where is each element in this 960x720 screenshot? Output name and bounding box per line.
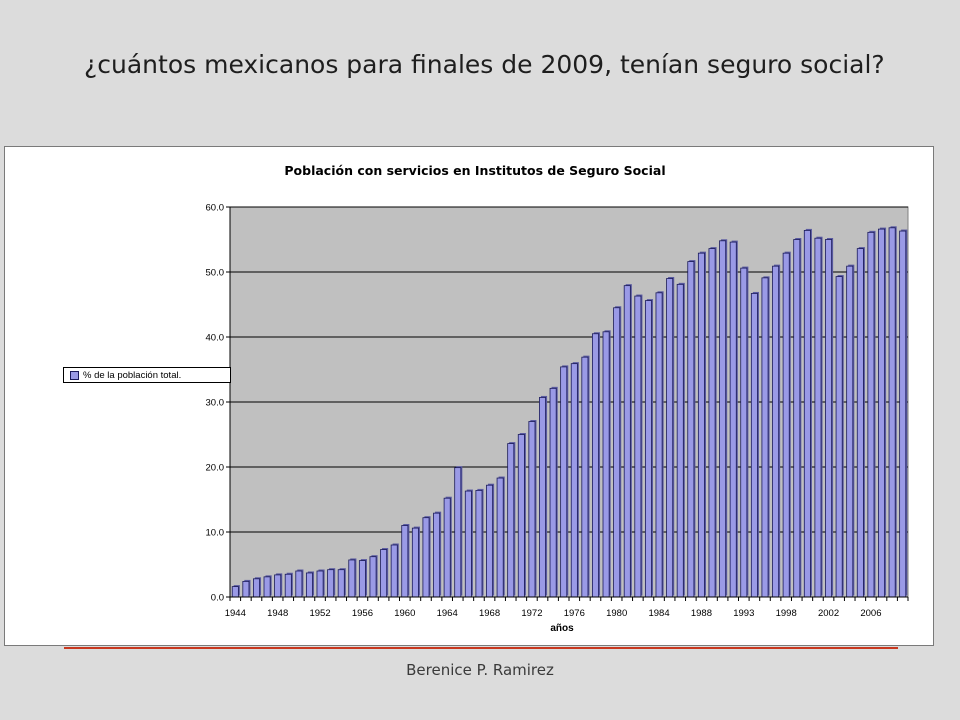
x-tick-label: 1993: [733, 608, 754, 619]
bar: [401, 525, 409, 598]
bar: [719, 240, 727, 598]
bar: [708, 248, 716, 598]
bar: [517, 434, 525, 598]
bar: [295, 570, 303, 598]
bar: [231, 586, 239, 598]
bar: [253, 578, 260, 598]
bar: [729, 241, 737, 598]
bar: [697, 252, 705, 598]
bar: [825, 239, 833, 598]
bar: [772, 265, 780, 598]
bar: [316, 570, 324, 598]
x-tick-label: 1980: [606, 608, 627, 619]
bar: [560, 366, 568, 598]
x-tick-label: 1956: [352, 608, 373, 619]
x-tick-label: 1944: [225, 608, 246, 619]
bar: [899, 230, 907, 598]
bar: [454, 467, 462, 598]
bar: [634, 295, 642, 598]
bar: [348, 559, 356, 598]
bar: [750, 293, 758, 598]
bar: [411, 527, 419, 598]
slide-title: ¿cuántos mexicanos para finales de 2009,…: [84, 50, 885, 79]
bar: [528, 421, 536, 598]
bar: [274, 574, 282, 598]
x-tick-label: 2002: [818, 608, 839, 619]
bar: [623, 285, 631, 598]
y-tick-label: 20.0: [206, 463, 225, 474]
bar: [856, 248, 864, 598]
bar: [337, 569, 345, 598]
bar: [644, 300, 652, 598]
bar: [761, 277, 769, 598]
bar: [592, 333, 599, 598]
bar: [443, 497, 451, 598]
bar: [242, 580, 250, 598]
bar: [878, 228, 885, 598]
legend-swatch: [70, 370, 79, 380]
bar: [803, 230, 811, 598]
bar: [666, 278, 674, 598]
bar: [570, 363, 578, 598]
x-axis-label: años: [550, 623, 574, 634]
bar: [464, 490, 472, 598]
x-tick-label: 1964: [437, 608, 458, 619]
bar: [284, 573, 292, 598]
x-tick-label: 2006: [860, 608, 881, 619]
bar: [422, 517, 430, 598]
x-tick-label: 1988: [691, 608, 712, 619]
bar: [888, 227, 896, 598]
y-tick-label: 40.0: [206, 333, 225, 344]
bar: [793, 239, 801, 598]
bar-chart: Población con servicios en Institutos de…: [206, 163, 909, 634]
bar: [539, 397, 546, 598]
bar: [687, 261, 695, 598]
bar: [380, 549, 388, 598]
bar: [814, 237, 822, 598]
chart-title: Población con servicios en Institutos de…: [284, 163, 665, 178]
bar: [496, 477, 504, 598]
chart-legend: % de la población total.: [63, 367, 231, 383]
bar: [602, 331, 610, 598]
bar: [305, 572, 313, 598]
x-tick-label: 1948: [267, 608, 288, 619]
x-tick-label: 1960: [394, 608, 415, 619]
x-tick-label: 1968: [479, 608, 500, 619]
bar: [369, 556, 377, 598]
bar: [835, 276, 843, 598]
bar: [486, 484, 494, 598]
bar: [390, 544, 398, 598]
footer-author: Berenice P. Ramirez: [406, 661, 554, 679]
bar: [507, 443, 515, 598]
bar: [475, 489, 483, 598]
x-tick-label: 1952: [309, 608, 330, 619]
x-tick-label: 1976: [564, 608, 585, 619]
x-tick-label: 1998: [776, 608, 797, 619]
bar: [740, 267, 748, 598]
chart-frame: Población con servicios en Institutos de…: [4, 146, 934, 646]
y-tick-label: 50.0: [206, 268, 225, 279]
bar: [327, 569, 335, 598]
y-tick-label: 0.0: [211, 593, 224, 604]
bar: [549, 387, 557, 598]
plot-area: 0.0 10.0 20.0 30.0 40.0 50.0 60.0 1944 1948 1952 1…: [206, 203, 909, 619]
bar: [613, 307, 621, 598]
bar: [655, 292, 663, 598]
y-tick-label: 60.0: [206, 203, 225, 214]
bar: [867, 231, 875, 598]
bar: [263, 576, 271, 598]
y-tick-label: 10.0: [206, 528, 225, 539]
bar: [358, 560, 366, 598]
bar: [581, 356, 589, 598]
decorative-divider: [64, 647, 898, 649]
bar: [676, 283, 684, 598]
legend-label: % de la población total.: [83, 369, 182, 381]
bar: [433, 512, 441, 598]
x-tick-label: 1984: [648, 608, 669, 619]
bar: [846, 265, 854, 598]
bar: [782, 252, 790, 598]
y-tick-label: 30.0: [206, 398, 225, 409]
x-tick-label: 1972: [521, 608, 542, 619]
